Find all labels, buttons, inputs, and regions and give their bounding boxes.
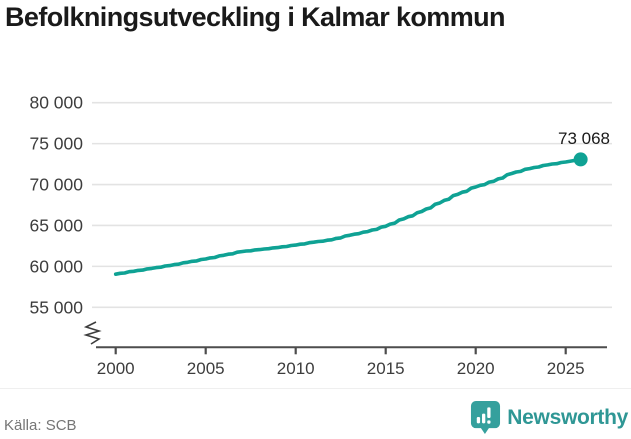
footer-divider bbox=[0, 388, 631, 389]
x-tick-label: 2000 bbox=[97, 359, 135, 378]
y-tick-label: 55 000 bbox=[29, 297, 83, 317]
x-tick-label: 2025 bbox=[547, 359, 585, 378]
newsworthy-chart-bubble-icon bbox=[471, 401, 501, 434]
latest-value-marker bbox=[573, 152, 588, 167]
newsworthy-logo[interactable]: Newsworthy bbox=[470, 400, 628, 435]
x-tick-label: 2015 bbox=[367, 359, 405, 378]
newsworthy-wordmark: Newsworthy bbox=[507, 405, 628, 429]
y-tick-label: 75 000 bbox=[29, 134, 83, 154]
chart-title: Befolkningsutveckling i Kalmar kommun bbox=[5, 2, 506, 32]
y-tick-label: 80 000 bbox=[29, 93, 83, 113]
y-tick-label: 60 000 bbox=[29, 256, 83, 276]
source-note: Källa: SCB bbox=[4, 417, 77, 434]
y-tick-label: 65 000 bbox=[29, 215, 83, 235]
x-tick-label: 2010 bbox=[277, 359, 315, 378]
population-line bbox=[113, 157, 583, 277]
x-tick-label: 2005 bbox=[187, 359, 225, 378]
x-tick-label: 2020 bbox=[457, 359, 495, 378]
axis-break-icon bbox=[83, 321, 102, 345]
y-tick-label: 70 000 bbox=[29, 175, 83, 195]
latest-value-label: 73 068 bbox=[558, 129, 610, 148]
